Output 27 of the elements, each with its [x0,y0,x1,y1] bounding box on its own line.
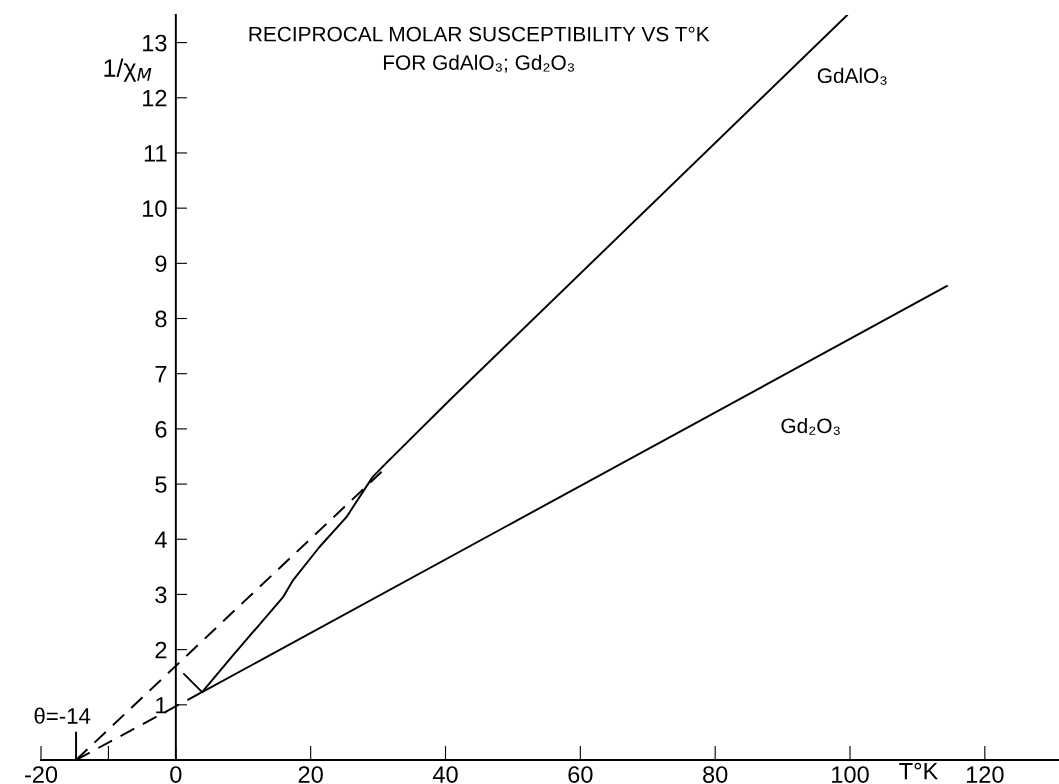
y-tick-label: 2 [155,641,167,659]
y-tick-label: 13 [143,34,167,52]
x-tick-label: 0 [170,766,182,783]
x-tick-label: 80 [703,766,728,783]
x-tick-label: 40 [432,766,458,783]
x-tick-label: -20 [24,766,58,783]
annotation: θ=-14 [34,707,91,724]
text: RECIPROCAL MOLAR SUSCEPTIBILITY VS T°K FOR GdAlO₃; Gd₂O₃ [249,26,710,73]
y-tick-label: 8 [155,310,167,328]
y-tick-label: 3 [155,586,167,604]
y-tick-label: 10 [143,200,167,217]
y-tick-label: 12 [143,89,167,107]
y-axis-title: 1/χ$_{M}$ [104,58,152,82]
y-tick-label: 11 [144,145,167,162]
series-label: Gd₂O₃ [781,417,840,435]
x-axis-title: T°K [899,762,939,780]
series-label: GdAlO₃ [817,67,887,85]
y-tick-label: 9 [155,255,167,273]
x-tick-label: 100 [832,766,869,783]
x-tick-label: 120 [966,766,1004,783]
y-tick-label: 4 [154,531,167,548]
x-tick-label: 20 [298,766,323,783]
y-tick-label: 5 [155,476,167,493]
x-tick-label: 60 [568,766,593,783]
y-tick-label: 1 [156,697,167,714]
y-tick-label: 6 [155,420,167,438]
y-tick-label: 7 [155,366,167,383]
